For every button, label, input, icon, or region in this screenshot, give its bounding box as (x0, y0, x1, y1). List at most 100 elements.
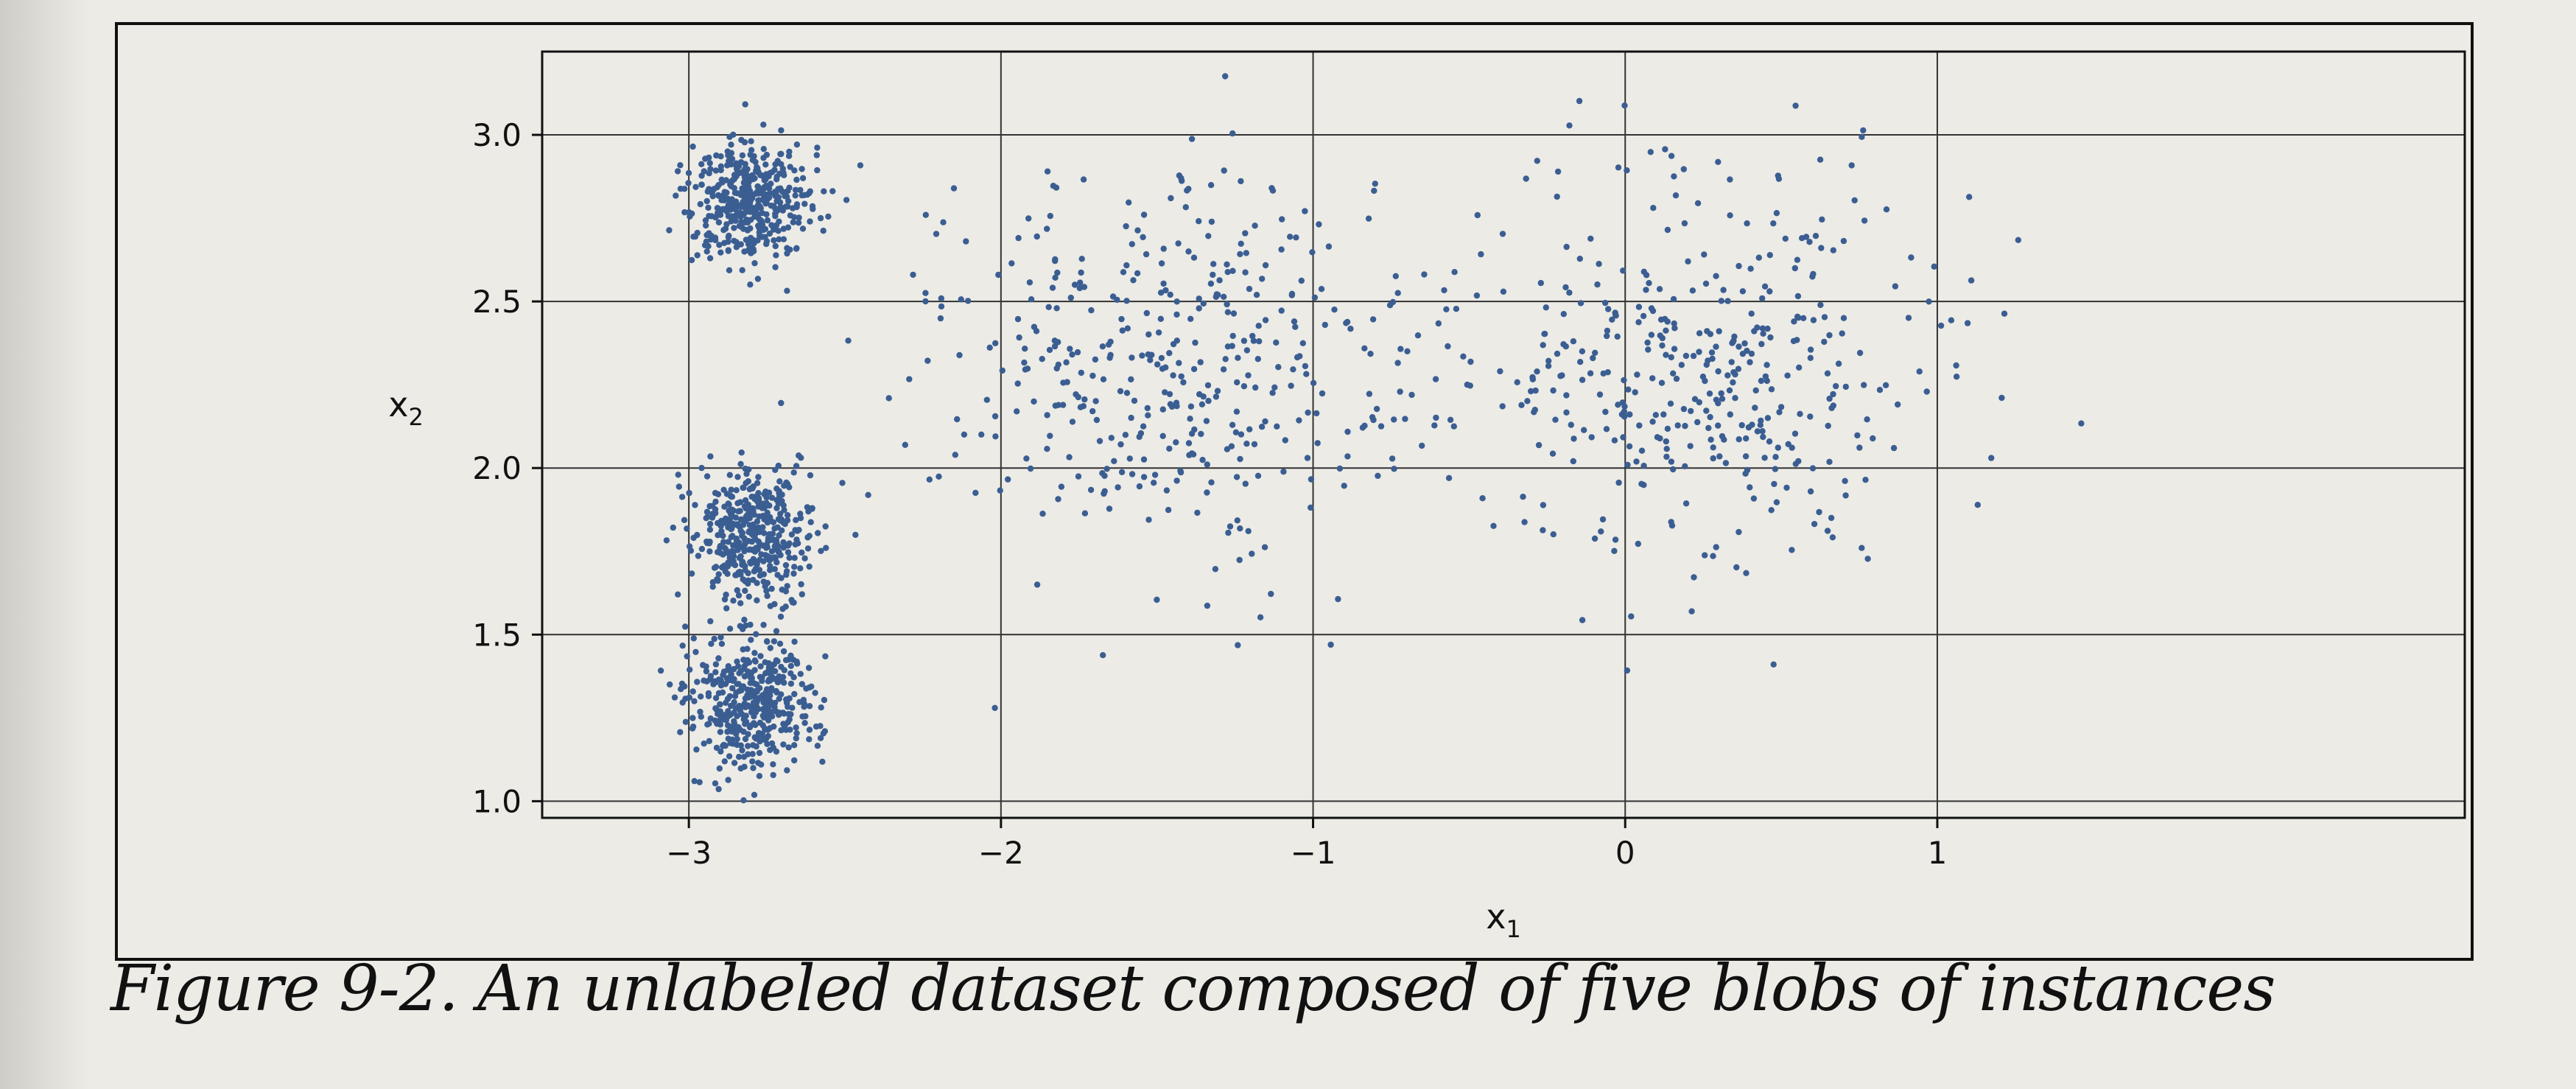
caption-label: Figure 9-2. (110, 952, 459, 1026)
data-point (1528, 388, 1534, 395)
data-point (754, 597, 760, 603)
data-point (812, 690, 818, 696)
data-point (688, 570, 695, 577)
data-point (1860, 127, 1867, 134)
data-point (1694, 419, 1701, 426)
data-point (738, 449, 745, 456)
data-point (1710, 444, 1716, 451)
data-point (1842, 383, 1849, 391)
data-point (1224, 343, 1232, 350)
data-point (793, 141, 801, 148)
data-point (1807, 488, 1814, 495)
data-point (754, 276, 762, 282)
data-point (1291, 318, 1298, 325)
data-points (657, 73, 2085, 804)
data-point (799, 225, 807, 232)
data-point (1166, 445, 1173, 452)
data-point (716, 765, 723, 772)
data-point (673, 192, 679, 199)
data-point (697, 200, 703, 208)
data-point (729, 547, 735, 555)
data-point (762, 489, 769, 495)
data-point (1173, 477, 1180, 484)
data-point (793, 463, 800, 469)
data-point (1612, 536, 1619, 543)
data-point (779, 188, 786, 195)
data-point (1794, 256, 1801, 263)
data-point (740, 646, 746, 653)
data-point (1288, 290, 1296, 297)
data-point (732, 514, 740, 521)
data-point (1159, 365, 1166, 372)
data-point (1549, 450, 1557, 457)
data-point (1246, 285, 1253, 293)
data-point (1794, 313, 1801, 320)
data-point (720, 539, 727, 545)
data-point (787, 670, 794, 677)
data-point (1851, 197, 1858, 204)
data-point (1856, 349, 1864, 357)
data-point (1160, 245, 1167, 252)
data-point (1245, 528, 1252, 534)
data-point (764, 740, 771, 747)
data-point (759, 732, 765, 739)
data-point (1540, 527, 1546, 533)
data-point (1140, 474, 1148, 480)
data-point (1200, 300, 1207, 307)
data-point (1280, 468, 1287, 475)
data-point (791, 564, 798, 570)
data-point (1876, 387, 1884, 393)
data-point (1117, 441, 1124, 448)
data-point (1635, 319, 1642, 326)
data-point (743, 237, 750, 243)
data-point (1821, 314, 1828, 321)
data-point (1764, 325, 1771, 332)
data-point (1724, 298, 1731, 304)
data-point (1194, 509, 1201, 517)
data-point (791, 167, 798, 174)
data-point (792, 527, 799, 533)
data-point (742, 161, 748, 167)
data-point (720, 712, 727, 719)
data-point (1100, 376, 1107, 382)
data-point (1566, 290, 1573, 296)
data-point (1550, 387, 1557, 394)
data-point (1245, 372, 1252, 379)
data-point (754, 580, 760, 586)
data-point (721, 758, 728, 765)
data-point (1394, 360, 1401, 366)
data-point (765, 534, 772, 542)
data-point (1108, 435, 1115, 441)
data-point (1807, 413, 1814, 420)
data-point (728, 486, 734, 493)
data-point (1797, 410, 1803, 417)
data-point (706, 255, 714, 262)
data-point (1200, 393, 1207, 400)
data-point (1336, 465, 1344, 472)
data-point (1821, 338, 1828, 346)
data-point (1404, 348, 1411, 354)
data-point (690, 635, 697, 642)
data-point (704, 539, 711, 547)
data-point (768, 494, 776, 501)
data-point (1033, 233, 1040, 240)
data-point (776, 236, 782, 242)
data-point (1025, 215, 1032, 222)
data-point (1203, 418, 1210, 424)
data-point (1760, 330, 1766, 337)
data-point (768, 673, 775, 680)
data-point (1474, 211, 1481, 219)
data-point (1702, 377, 1708, 385)
data-point (852, 531, 859, 539)
data-point (1732, 395, 1738, 402)
data-point (1207, 182, 1215, 189)
data-point (734, 681, 740, 687)
data-point (766, 725, 773, 732)
data-point (1158, 260, 1165, 267)
data-point (790, 570, 797, 577)
data-point (747, 151, 754, 158)
data-point (2001, 310, 2008, 317)
data-point (1689, 287, 1696, 294)
data-point (1447, 416, 1454, 423)
data-point (1701, 251, 1708, 258)
